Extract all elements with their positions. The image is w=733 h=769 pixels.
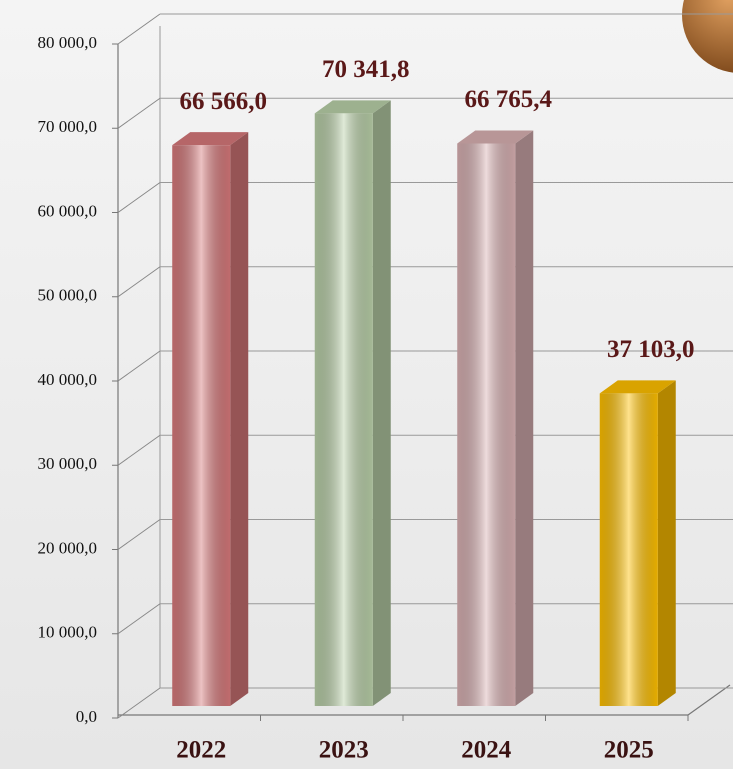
bar-shine	[457, 143, 516, 706]
value-label: 70 341,8	[322, 56, 410, 83]
x-tick-label: 2023	[319, 737, 369, 764]
bar-top	[457, 130, 534, 144]
grid-line	[117, 519, 161, 550]
y-tick-label: 40 000,0	[38, 370, 98, 389]
value-label: 66 566,0	[180, 88, 268, 115]
grid-line	[117, 434, 161, 466]
bar-side	[372, 100, 391, 706]
y-tick-label: 80 000,0	[38, 33, 98, 52]
floor-edge	[687, 684, 731, 716]
y-tick-label: 70 000,0	[38, 117, 98, 136]
y-tick-label: 0,0	[76, 707, 97, 726]
y-tick-label: 10 000,0	[38, 623, 98, 642]
grid-line	[117, 266, 161, 298]
bar-top	[314, 100, 391, 114]
value-label: 66 765,4	[465, 86, 553, 113]
y-tick-label: 20 000,0	[38, 538, 98, 557]
grid-line	[117, 182, 161, 213]
grid-line	[117, 97, 161, 129]
x-tick-label: 2022	[176, 737, 226, 764]
y-tick-label: 60 000,0	[38, 201, 98, 220]
bar-shine	[314, 113, 373, 706]
y-tick-label: 50 000,0	[38, 286, 98, 305]
grid-line	[117, 687, 161, 719]
bar-side	[657, 380, 676, 706]
x-tick-label: 2025	[604, 737, 654, 764]
grid-line	[117, 13, 161, 45]
value-label: 37 103,0	[607, 336, 695, 363]
bar-top	[172, 132, 249, 146]
corner-badge	[682, 0, 733, 73]
bar-shine	[172, 145, 231, 706]
bar-top	[599, 380, 676, 394]
grid-line	[117, 603, 161, 635]
bar-side	[230, 132, 249, 706]
grid-line	[117, 350, 161, 382]
x-tick-label: 2024	[461, 737, 512, 764]
bar-shine	[599, 393, 658, 706]
bar-side	[515, 130, 534, 706]
y-tick-label: 30 000,0	[38, 454, 98, 473]
